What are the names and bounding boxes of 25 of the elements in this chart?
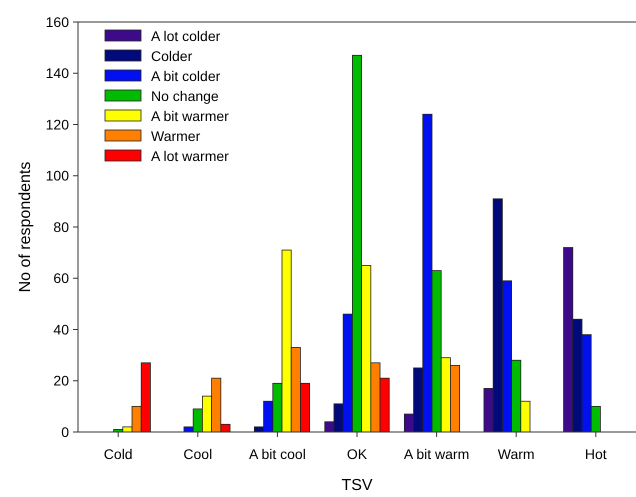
y-tick-label: 20 <box>53 372 70 389</box>
y-tick-label: 80 <box>53 218 70 235</box>
y-tick-label: 40 <box>53 321 70 338</box>
y-axis-title: No of respondents <box>17 162 34 292</box>
legend-label: A bit warmer <box>151 108 230 124</box>
legend-label: No change <box>151 88 219 104</box>
y-tick-label: 160 <box>46 14 70 30</box>
legend-label: A lot colder <box>151 28 221 44</box>
y-tick-label: 140 <box>46 65 70 82</box>
x-tick-label: Cold <box>104 446 133 462</box>
legend-label: A bit colder <box>151 68 221 84</box>
y-tick-label: 60 <box>53 270 70 286</box>
x-tick-label: OK <box>346 446 368 462</box>
legend-label: Warmer <box>151 128 201 144</box>
x-tick-label: Cool <box>183 446 212 462</box>
x-axis-title: TSV <box>341 477 373 494</box>
y-tick-label: 120 <box>46 116 70 132</box>
legend-label: Colder <box>151 48 193 64</box>
y-tick-label: 0 <box>61 424 70 440</box>
y-tick-label: 100 <box>46 168 70 184</box>
x-tick-label: Hot <box>584 446 607 462</box>
x-tick-label: Warm <box>498 446 535 462</box>
legend-label: A lot warmer <box>151 148 230 164</box>
x-tick-label: A bit warm <box>404 446 470 462</box>
x-tick-label: A bit cool <box>248 446 306 462</box>
